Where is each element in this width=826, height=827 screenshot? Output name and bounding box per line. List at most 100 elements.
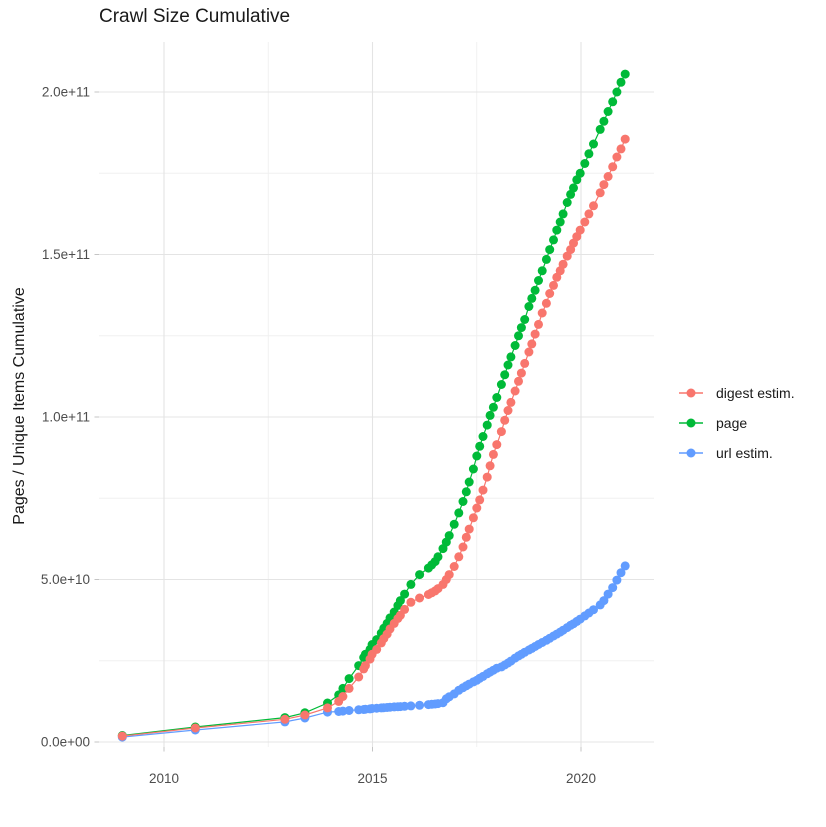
- data-point: [527, 293, 537, 303]
- data-point: [454, 552, 464, 562]
- data-point: [603, 589, 613, 599]
- data-point: [415, 700, 425, 710]
- data-point: [541, 298, 551, 308]
- data-point: [488, 449, 498, 459]
- data-point: [514, 376, 523, 386]
- data-point: [620, 69, 630, 79]
- data-point: [464, 477, 474, 487]
- data-point: [506, 352, 516, 362]
- legend-key-url-estim-icon: [679, 448, 703, 458]
- data-point: [520, 315, 530, 324]
- series-digest-estim: [117, 134, 630, 741]
- data-point: [496, 380, 506, 389]
- data-point: [449, 562, 459, 571]
- data-point: [360, 661, 370, 671]
- y-tick-label: 0.0e+00: [41, 735, 90, 750]
- legend-label-url-estim: url estim.: [716, 445, 773, 461]
- data-point: [300, 710, 310, 720]
- data-point: [344, 706, 354, 715]
- data-point: [461, 487, 471, 497]
- data-point: [534, 276, 543, 285]
- data-point: [503, 406, 513, 415]
- data-point: [516, 323, 526, 333]
- data-point: [433, 552, 443, 562]
- data-point: [449, 519, 459, 529]
- data-point: [616, 144, 626, 154]
- data-point: [415, 593, 425, 603]
- data-point: [541, 254, 551, 264]
- legend-item-url-estim: url estim.: [678, 438, 795, 468]
- data-point: [344, 674, 354, 684]
- data-point: [468, 464, 478, 474]
- data-point: [595, 124, 605, 134]
- data-point: [599, 116, 609, 126]
- data-point: [406, 579, 416, 589]
- chart-title: Crawl Size Cumulative: [99, 6, 291, 27]
- data-point: [406, 701, 416, 711]
- data-point: [280, 714, 290, 724]
- data-point: [506, 397, 516, 407]
- data-point: [444, 531, 454, 541]
- data-point: [510, 341, 520, 350]
- data-point: [514, 331, 523, 341]
- data-point: [530, 285, 540, 295]
- data-point: [464, 524, 474, 534]
- data-point: [595, 188, 605, 198]
- data-point: [589, 139, 598, 149]
- data-point: [608, 162, 618, 172]
- data-point: [500, 370, 510, 380]
- data-point: [458, 542, 468, 552]
- data-point: [620, 561, 630, 571]
- data-point: [472, 451, 482, 461]
- legend: digest estim. page url estim.: [678, 378, 795, 468]
- data-point: [190, 723, 200, 733]
- data-point: [524, 302, 534, 311]
- data-point: [444, 570, 454, 580]
- data-point: [545, 289, 555, 298]
- data-point: [458, 497, 468, 506]
- x-tick-label: 2020: [566, 771, 596, 786]
- y-tick-label: 2.0e+11: [42, 85, 90, 100]
- data-point: [415, 570, 425, 580]
- data-point: [338, 683, 348, 693]
- data-point: [492, 393, 502, 402]
- data-point: [400, 589, 410, 599]
- x-tick-label: 2015: [357, 771, 387, 786]
- legend-label-page: page: [716, 415, 748, 431]
- data-point: [537, 308, 547, 318]
- data-point: [461, 532, 471, 542]
- data-point: [406, 597, 416, 607]
- data-point: [475, 441, 485, 451]
- data-point: [608, 97, 618, 107]
- data-point: [616, 77, 626, 87]
- data-point: [478, 485, 488, 495]
- data-point: [612, 87, 622, 97]
- data-point: [589, 201, 598, 211]
- data-point: [603, 107, 613, 116]
- data-point: [485, 410, 495, 420]
- data-point: [468, 513, 478, 523]
- data-point: [580, 159, 590, 168]
- data-point: [612, 575, 622, 585]
- data-point: [549, 235, 558, 245]
- data-point: [530, 329, 540, 339]
- data-point: [482, 420, 492, 430]
- legend-item-page: page: [678, 408, 795, 438]
- legend-key-page-icon: [679, 418, 703, 428]
- data-point: [558, 259, 568, 269]
- data-point: [344, 683, 354, 693]
- data-point: [323, 703, 332, 713]
- data-point: [492, 440, 502, 450]
- data-point: [569, 183, 578, 193]
- data-point: [608, 583, 618, 593]
- data-point: [472, 503, 482, 513]
- series-url-estim: [117, 561, 630, 742]
- y-tick-label: 1.0e+11: [42, 410, 90, 425]
- data-point: [527, 339, 537, 349]
- data-point: [516, 368, 526, 378]
- data-point: [545, 245, 555, 255]
- data-point: [400, 604, 410, 614]
- data-point: [584, 149, 594, 159]
- data-point: [478, 432, 488, 441]
- legend-item-digest-estim: digest estim.: [678, 378, 795, 408]
